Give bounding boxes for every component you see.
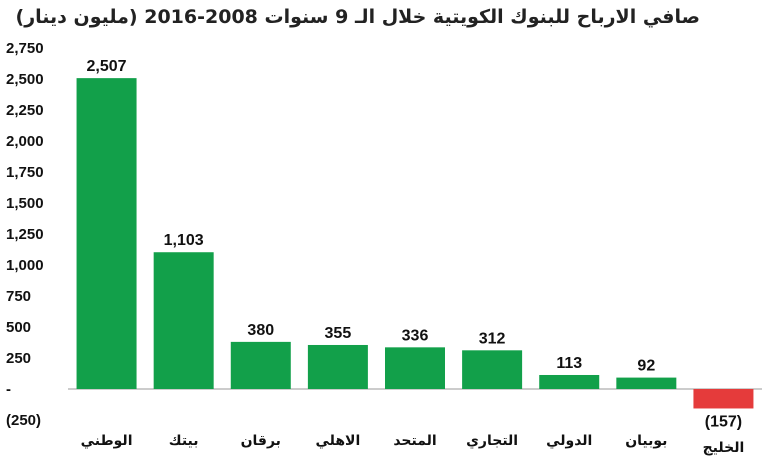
- y-tick-label: 1,000: [6, 257, 44, 274]
- y-tick-label: -: [6, 381, 11, 398]
- y-tick-label: 1,750: [6, 164, 44, 181]
- data-label: 1,103: [164, 232, 204, 249]
- y-tick-label: 2,750: [6, 40, 44, 57]
- data-label: 92: [637, 358, 655, 375]
- bar: [76, 78, 137, 389]
- y-tick-label: 250: [6, 350, 31, 367]
- y-tick-label: 2,500: [6, 71, 44, 88]
- category-label: المتحد: [393, 433, 436, 449]
- y-tick-label: 500: [6, 319, 31, 336]
- category-label: برقان: [241, 433, 281, 449]
- data-label: (157): [705, 413, 742, 430]
- bar: [616, 377, 677, 389]
- chart-title: صافي الارباح للبنوك الكويتية خلال الـ 9 …: [15, 6, 700, 28]
- category-label: التجاري: [466, 433, 518, 450]
- bar: [230, 341, 291, 389]
- category-label: الاهلي: [315, 433, 360, 449]
- bar: [153, 252, 214, 389]
- y-tick-label: 2,000: [6, 133, 44, 150]
- data-label: 312: [479, 330, 506, 347]
- category-label: الوطني: [81, 433, 133, 449]
- category-label: بيتك: [169, 433, 199, 449]
- data-label: 336: [402, 327, 429, 344]
- bar: [693, 389, 754, 409]
- y-tick-label: 2,250: [6, 102, 44, 119]
- bar: [462, 350, 523, 389]
- y-tick-label: 1,500: [6, 195, 44, 212]
- category-label: الدولي: [546, 433, 592, 449]
- data-label: 113: [556, 355, 582, 372]
- category-label: بوبيان: [625, 433, 667, 449]
- y-tick-label: 1,250: [6, 226, 44, 243]
- bar: [307, 344, 368, 389]
- category-label: الخليج: [703, 440, 745, 456]
- data-label: 380: [247, 322, 274, 339]
- data-label: 2,507: [87, 58, 127, 75]
- bar: [385, 347, 445, 389]
- y-tick-label: (250): [6, 412, 41, 429]
- data-label: 355: [325, 325, 352, 342]
- y-tick-label: 750: [6, 288, 31, 305]
- bar: [539, 374, 600, 389]
